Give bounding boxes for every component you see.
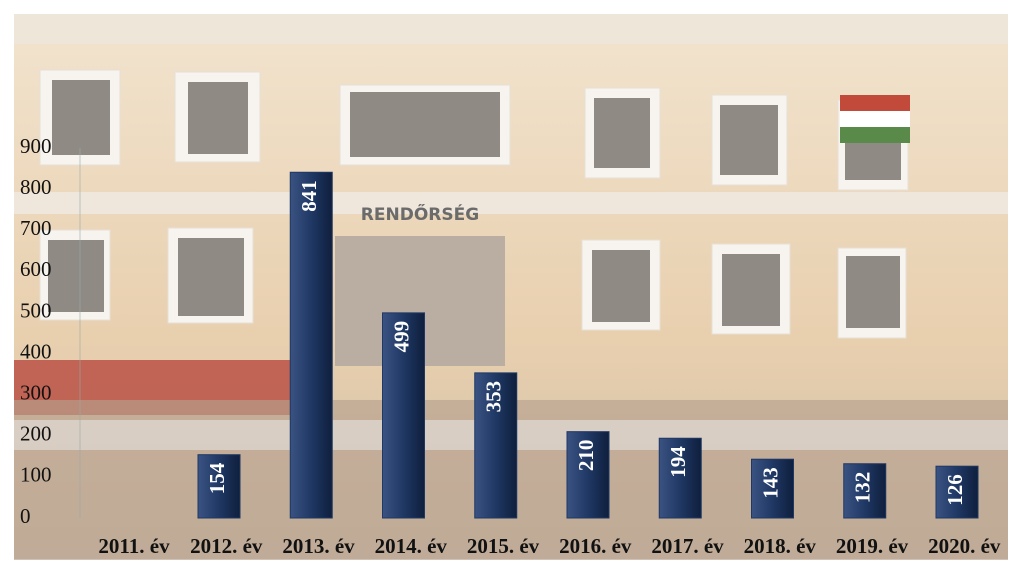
y-tick-label: 400 — [20, 339, 52, 363]
y-tick-label: 800 — [20, 175, 52, 199]
y-tick-label: 600 — [20, 257, 52, 281]
bar — [751, 458, 794, 519]
x-tick-label: 2020. év — [928, 534, 1001, 558]
bar — [289, 171, 333, 519]
data-label: 499 — [389, 321, 413, 353]
building-sign: RENDŐRSÉG — [361, 203, 479, 225]
bar — [197, 454, 241, 519]
bar — [382, 312, 425, 519]
y-tick-label: 700 — [20, 216, 52, 240]
x-tick-label: 2016. év — [559, 534, 632, 558]
bar — [566, 431, 610, 519]
data-label: 210 — [574, 440, 598, 472]
bar — [474, 372, 518, 519]
data-label: 353 — [482, 381, 506, 413]
y-tick-label: 0 — [20, 504, 31, 528]
x-tick-label: 2017. év — [651, 534, 724, 558]
x-tick-label: 2015. év — [467, 534, 540, 558]
x-tick-label: 2011. év — [98, 534, 170, 558]
data-label: 841 — [297, 180, 321, 212]
background-photo: RENDŐRSÉG — [14, 14, 1008, 560]
bar — [843, 463, 887, 519]
bar — [658, 437, 702, 519]
y-tick-label: 300 — [20, 380, 52, 404]
data-label: 132 — [851, 472, 875, 504]
data-label: 143 — [758, 467, 782, 499]
x-tick-label: 2018. év — [744, 534, 817, 558]
bar — [935, 465, 979, 519]
x-tick-label: 2014. év — [375, 534, 448, 558]
y-tick-label: 900 — [20, 134, 52, 158]
y-tick-label: 200 — [20, 422, 52, 446]
y-tick-label: 100 — [20, 463, 52, 487]
data-label: 194 — [666, 446, 690, 478]
x-tick-label: 2019. év — [836, 534, 909, 558]
data-label: 126 — [943, 474, 967, 506]
x-tick-label: 2013. év — [282, 534, 355, 558]
x-tick-label: 2012. év — [190, 534, 263, 558]
y-tick-label: 500 — [20, 298, 52, 322]
data-label: 154 — [205, 462, 229, 494]
